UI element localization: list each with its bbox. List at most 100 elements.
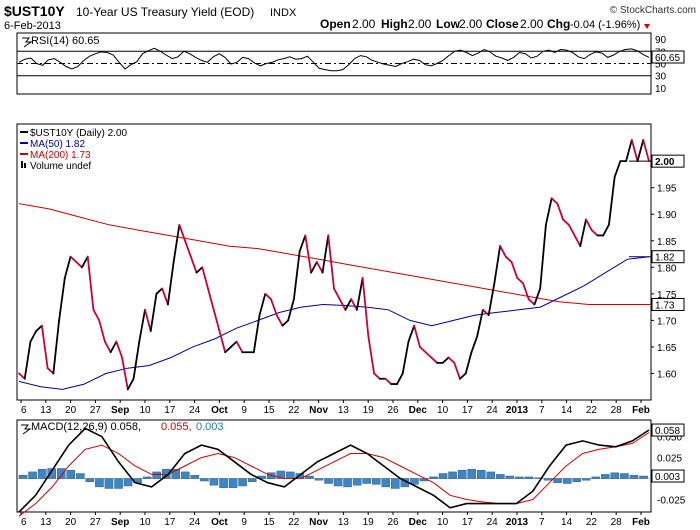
macd-hist-bar-52 [515, 476, 524, 479]
macd-hist-bar-1 [28, 471, 37, 479]
price-segment-39 [235, 340, 244, 354]
macd-hist-bar-9 [104, 478, 114, 489]
price-ytick-3: 1.75 [657, 290, 677, 301]
macd-hist-bar-51 [505, 475, 515, 479]
price-x-tick-15: 26 [387, 405, 399, 416]
macd-hist-bar-31 [314, 478, 324, 481]
price-segment-54 [321, 234, 330, 274]
macd-x-tick-6: 17 [164, 517, 176, 528]
macd-hist-bar-32 [324, 478, 333, 484]
legend-entry-1: MA(50) 1.82 [30, 139, 85, 150]
macd-hist-bar-64 [629, 475, 639, 479]
macd-hist-bar-4 [57, 468, 66, 479]
price-segment-56 [333, 287, 341, 301]
macd-hist-bar-58 [572, 478, 581, 482]
price-segment-25 [155, 287, 164, 295]
macd-x-tick-1: 13 [40, 517, 52, 528]
price-segment-99 [579, 218, 587, 247]
price-tag-1: 1.82 [655, 253, 675, 264]
macd-x-tick-16: Dec [409, 517, 428, 528]
volume-bars-icon-b [24, 163, 26, 168]
macd-label-hist: 0.003 [196, 421, 224, 433]
price-segment-42 [252, 314, 261, 354]
price-segment-69 [407, 324, 416, 343]
price-segment-71 [419, 346, 427, 354]
low-label: Low [436, 17, 461, 31]
rsi-line [18, 47, 650, 72]
macd-frame [16, 419, 652, 513]
macd-x-tick-13: 13 [338, 517, 350, 528]
macd-x-tick-2: 20 [65, 517, 77, 528]
macd-x-tick-14: 19 [363, 517, 375, 528]
price-segment-76 [447, 356, 456, 364]
price-segment-43 [258, 292, 267, 316]
price-segment-44 [264, 292, 272, 301]
price-x-tick-23: 22 [586, 405, 598, 416]
macd-x-tick-25: Feb [632, 517, 650, 528]
price-segment-60 [356, 277, 364, 311]
macd-x-tick-23: 22 [586, 517, 598, 528]
macd-hist-bar-59 [582, 478, 591, 481]
macd-hist-bar-41 [410, 478, 419, 485]
macd-label-signal: 0.055, [161, 421, 192, 433]
price-segment-98 [573, 234, 582, 247]
price-segment-104 [608, 176, 616, 226]
macd-hist-bar-19 [200, 478, 209, 482]
price-segment-79 [464, 351, 473, 375]
macd-x-tick-3: 27 [90, 517, 102, 528]
macd-hist-bar-44 [438, 473, 448, 479]
price-segment-32 [195, 266, 204, 274]
rsi-value-tag: 60.65 [655, 53, 680, 64]
macd-ytick-0: 0.050 [657, 433, 682, 444]
macd-hist-bar-3 [47, 468, 56, 479]
macd-hist-bar-65 [639, 475, 648, 479]
rsi-ytick-4: 10 [655, 84, 667, 95]
price-segment-82 [482, 308, 490, 316]
price-segment-7 [52, 319, 60, 375]
macd-hist-bar-35 [352, 478, 362, 486]
macd-ytick-1: 0.025 [657, 454, 682, 465]
macd-hist-bar-16 [171, 469, 180, 479]
price-segment-61 [361, 277, 370, 338]
price-segment-70 [413, 324, 421, 348]
price-segment-1 [18, 372, 26, 380]
price-x-tick-8: Oct [211, 405, 228, 416]
price-segment-45 [270, 298, 278, 316]
price-segment-85 [499, 245, 507, 258]
price-segment-110 [642, 139, 650, 163]
price-x-tick-18: 17 [462, 405, 474, 416]
price-ytick-4: 1.80 [657, 263, 677, 274]
rsi-ytick-3: 30 [655, 72, 667, 83]
macd-hist-bar-24 [247, 478, 257, 482]
price-segment-90 [527, 298, 536, 306]
macd-tag-2-box [651, 469, 685, 483]
macd-hist-bar-62 [610, 472, 620, 479]
price-segment-57 [338, 298, 347, 311]
price-segment-105 [613, 160, 622, 178]
macd-zigzag-icon [21, 424, 32, 435]
macd-hist-bar-54 [534, 477, 543, 479]
price-segment-81 [476, 308, 484, 338]
price-segment-2 [23, 340, 32, 380]
price-x-tick-19: 24 [487, 405, 499, 416]
macd-hist-bar-7 [85, 478, 95, 482]
price-x-tick-3: 27 [90, 405, 102, 416]
price-segment-13 [86, 255, 95, 311]
price-segment-34 [207, 287, 215, 311]
macd-hist-bar-23 [238, 478, 247, 487]
price-segment-30 [184, 239, 192, 258]
macd-hist-bar-13 [142, 476, 152, 479]
price-x-tick-1: 13 [40, 405, 52, 416]
macd-x-tick-22: 14 [561, 517, 573, 528]
open-value: 2.00 [352, 17, 376, 31]
legend-entry-2: MA(200) 1.73 [30, 150, 91, 161]
price-x-tick-14: 19 [363, 405, 375, 416]
price-segment-107 [625, 139, 633, 163]
price-segment-14 [92, 308, 101, 322]
price-ytick-7: 1.95 [657, 184, 677, 195]
price-x-tick-5: 10 [139, 405, 151, 416]
macd-label-main: MACD(12,26,9) 0.058, [31, 421, 141, 433]
price-segment-47 [281, 319, 290, 327]
macd-hist-bar-30 [305, 475, 314, 479]
